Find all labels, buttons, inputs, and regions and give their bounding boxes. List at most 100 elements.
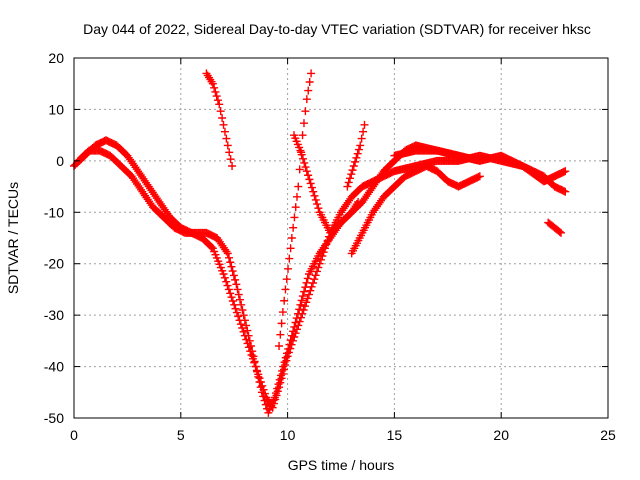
data-point	[349, 162, 358, 170]
data-point	[305, 78, 314, 86]
data-point	[295, 305, 304, 314]
data-point	[302, 167, 311, 176]
data-point	[302, 95, 311, 104]
y-tick-label: -30	[44, 307, 64, 323]
data-point	[304, 86, 313, 95]
series-sat-f	[343, 120, 369, 191]
data-point	[557, 228, 566, 237]
data-point	[245, 336, 254, 345]
data-point	[306, 179, 315, 188]
series-sat-d	[275, 69, 316, 350]
data-point	[232, 308, 241, 317]
data-point	[276, 371, 285, 380]
data-point	[235, 295, 244, 304]
data-point	[352, 153, 361, 162]
grid	[74, 58, 608, 418]
data-point	[227, 262, 236, 271]
data-point	[240, 316, 249, 325]
data-point	[257, 388, 266, 397]
y-tick-label: -10	[44, 204, 64, 220]
data-point	[248, 347, 257, 356]
data-point	[275, 375, 284, 384]
plot-frame	[73, 57, 609, 419]
data-point	[219, 120, 228, 129]
data-point	[284, 264, 293, 273]
data-point	[227, 293, 236, 302]
data-point	[226, 289, 235, 298]
data-point	[225, 253, 234, 262]
data-point	[282, 275, 291, 284]
data-point	[212, 92, 221, 101]
x-tick-label: 15	[387, 427, 403, 443]
data-point	[291, 203, 300, 212]
series-sat-b	[74, 141, 484, 417]
data-point	[296, 146, 305, 155]
data-point	[213, 96, 222, 105]
data-point	[228, 297, 237, 305]
data-point	[229, 271, 238, 280]
data-point	[356, 141, 365, 150]
series-sat-c	[202, 69, 237, 170]
data-point	[222, 277, 231, 286]
data-point	[220, 273, 229, 282]
data-point	[211, 87, 220, 96]
data-point	[295, 165, 304, 174]
data-point	[223, 141, 232, 150]
data-point	[307, 183, 316, 192]
data-point	[299, 119, 308, 128]
data-point	[297, 296, 306, 305]
data-point	[239, 327, 248, 336]
data-point	[293, 309, 302, 318]
data-point	[273, 384, 282, 393]
data-point	[226, 258, 235, 267]
y-tick-label: 10	[48, 101, 64, 117]
data-point	[276, 330, 285, 339]
data-point	[222, 134, 231, 143]
data-point	[275, 342, 284, 350]
data-point	[228, 162, 237, 170]
series-sat-e	[290, 131, 363, 237]
data-point	[301, 163, 310, 172]
data-point	[256, 383, 265, 392]
data-point	[300, 302, 309, 311]
data-point	[233, 285, 242, 294]
data-point	[287, 331, 296, 340]
data-point	[307, 69, 316, 78]
data-point	[280, 358, 289, 367]
y-tick-label: 0	[56, 153, 64, 169]
x-tick-label: 5	[177, 427, 185, 443]
x-tick-label: 20	[493, 427, 509, 443]
data-point	[310, 275, 319, 284]
data-point	[208, 79, 217, 88]
data-point	[238, 306, 247, 314]
x-tick-label: 25	[600, 427, 616, 443]
data-point	[312, 267, 321, 276]
data-point	[555, 227, 564, 236]
x-axis: 0 5 10 15 20 25	[70, 58, 616, 443]
data-point	[285, 254, 294, 263]
data-point	[222, 247, 231, 256]
data-point	[475, 172, 484, 181]
data-point	[282, 349, 291, 358]
data-point	[354, 145, 363, 154]
data-point	[359, 127, 368, 136]
data-point	[298, 131, 307, 140]
data-point	[561, 187, 570, 196]
data-point	[223, 281, 232, 290]
data-point	[298, 292, 307, 301]
data-point	[289, 223, 298, 232]
data-point	[244, 331, 253, 340]
data-point	[298, 154, 307, 163]
data-point	[303, 294, 312, 303]
data-point	[354, 198, 363, 206]
data-point	[281, 353, 290, 362]
data-point	[223, 249, 232, 258]
x-axis-label: GPS time / hours	[288, 457, 395, 473]
data-point	[278, 366, 287, 375]
series-sat-h	[390, 146, 570, 186]
data-point	[348, 166, 357, 175]
data-point	[210, 83, 219, 92]
data-point	[286, 336, 295, 345]
series-sat-a	[70, 136, 570, 412]
data-point	[310, 191, 319, 200]
